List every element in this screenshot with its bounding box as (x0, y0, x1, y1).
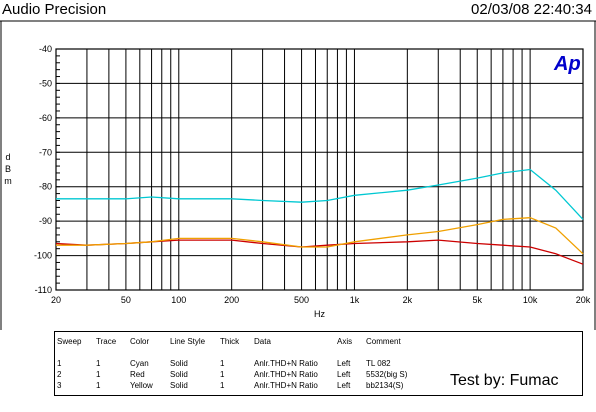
series-line-3 (56, 217, 584, 255)
legend-cell: 1 (220, 370, 225, 379)
x-axis-label: Hz (314, 309, 325, 319)
y-axis-label-char: B (5, 164, 11, 174)
legend-header: Sweep (57, 337, 82, 346)
y-tick-label: -70 (39, 147, 52, 157)
legend-cell: Cyan (130, 359, 149, 368)
y-tick-label: -60 (39, 113, 52, 123)
legend-cell: TL 082 (366, 359, 391, 368)
legend-cell: Left (337, 370, 351, 379)
x-tick-label: 200 (224, 295, 239, 305)
app-title: Audio Precision (2, 1, 107, 18)
legend-cell: 1 (96, 381, 101, 390)
y-tick-label: -100 (34, 251, 52, 261)
x-tick-label: 50 (121, 295, 131, 305)
legend-cell: Solid (170, 359, 188, 368)
legend-cell: 1 (96, 359, 101, 368)
legend-header: Data (254, 337, 271, 346)
x-tick-label: 100 (171, 295, 186, 305)
x-tick-label: 5k (472, 295, 482, 305)
x-tick-label: 20k (576, 295, 591, 305)
legend-cell: Solid (170, 370, 188, 379)
legend-cell: Red (130, 370, 145, 379)
timestamp: 02/03/08 22:40:34 (471, 1, 592, 18)
legend-cell: Anlr.THD+N Ratio (254, 359, 318, 368)
plot-frame (55, 48, 584, 291)
legend-header: Thick (220, 337, 240, 346)
legend-table (54, 331, 583, 396)
x-tick-label: 20 (51, 295, 61, 305)
legend-cell: 1 (220, 381, 225, 390)
legend-cell: Anlr.THD+N Ratio (254, 370, 318, 379)
legend-cell: Anlr.THD+N Ratio (254, 381, 318, 390)
x-tick-label: 2k (403, 295, 413, 305)
legend-header: Trace (96, 337, 117, 346)
y-tick-label: -80 (39, 182, 52, 192)
x-tick-label: 1k (350, 295, 360, 305)
legend-cell: 1 (220, 359, 225, 368)
legend-cell: Solid (170, 381, 188, 390)
legend-header: Line Style (170, 337, 206, 346)
x-tick-label: 500 (294, 295, 309, 305)
legend-cell: bb2134(S) (366, 381, 404, 390)
legend-cell: 1 (57, 359, 62, 368)
legend-cell: 2 (57, 370, 62, 379)
legend-cell: 5532(big S) (366, 370, 408, 379)
legend-cell: Left (337, 359, 351, 368)
y-tick-label: -50 (39, 78, 52, 88)
tester-note: Test by: Fumac (450, 372, 559, 389)
y-tick-label: -40 (39, 44, 52, 54)
legend-cell: Yellow (130, 381, 153, 390)
y-axis-label-char: d (5, 152, 10, 162)
legend-header: Color (130, 337, 150, 346)
y-axis-label-char: m (4, 176, 12, 186)
y-tick-label: -110 (35, 285, 52, 295)
x-tick-label: 10k (523, 295, 538, 305)
legend-cell: Left (337, 381, 351, 390)
series-line-1 (56, 168, 584, 220)
ap-logo: Ap (553, 53, 581, 75)
y-tick-label: -90 (39, 216, 52, 226)
legend-header: Comment (366, 337, 401, 346)
series-line-2 (55, 239, 584, 265)
legend-cell: 1 (96, 370, 101, 379)
legend-cell: 3 (57, 381, 62, 390)
legend-header: Axis (337, 337, 353, 346)
